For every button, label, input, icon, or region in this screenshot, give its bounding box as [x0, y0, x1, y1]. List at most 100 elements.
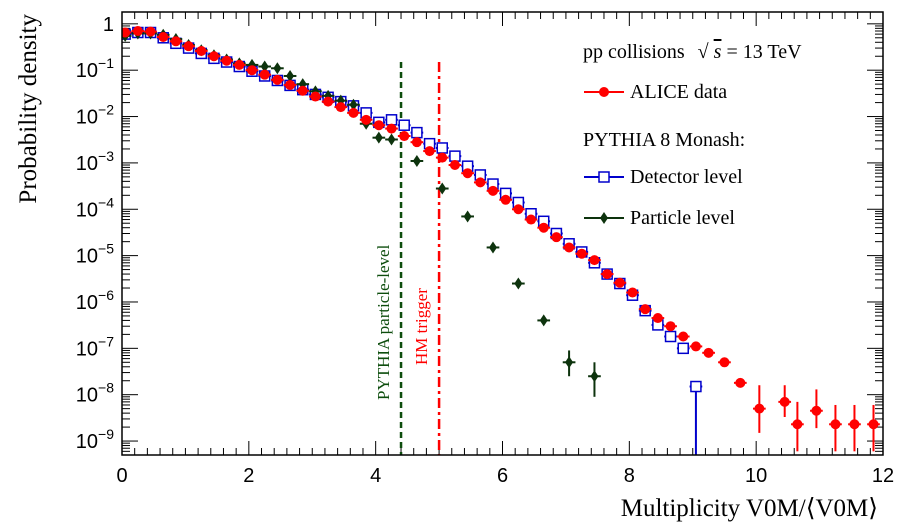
y-tick-base: 10 — [76, 199, 98, 221]
y-tick-exponent: −5 — [98, 241, 114, 257]
legend-header-sqrt: √ — [698, 41, 709, 63]
y-tick-base: 10 — [76, 246, 98, 268]
data-point — [653, 313, 663, 323]
tick-labels: 0 2 4 6 8 10 12110−110−210−310−410−510−610−710… — [76, 14, 894, 487]
data-point — [602, 269, 612, 279]
data-point — [564, 242, 574, 252]
legend-marker — [600, 212, 608, 224]
data-point — [678, 331, 688, 341]
y-tick-base: 10 — [76, 385, 98, 407]
y-tick-base: 10 — [76, 153, 98, 175]
y-tick-base: 10 — [76, 338, 98, 360]
data-point — [348, 108, 358, 118]
legend-entry-label: Detector level — [630, 166, 743, 188]
legend-entry-label: Particle level — [630, 207, 735, 229]
plot-frame — [122, 12, 883, 455]
y-tick-base: 10 — [76, 431, 98, 453]
data-point — [336, 102, 346, 112]
data-point — [640, 304, 650, 314]
data-point — [171, 36, 181, 46]
x-tick-label: 12 — [872, 465, 894, 487]
data-point — [463, 168, 473, 178]
data-point — [450, 160, 460, 170]
legend-header-suffix: = 13 TeV — [726, 41, 802, 63]
data-point — [310, 92, 320, 102]
y-tick-exponent: −2 — [98, 102, 114, 118]
data-point — [735, 378, 745, 388]
data-point — [222, 56, 232, 66]
y-axis-label: Probability density — [15, 14, 42, 204]
data-point — [260, 70, 270, 80]
data-point — [399, 131, 409, 141]
y-tick-label: 10−7 — [76, 333, 114, 360]
x-tick-label: 4 — [370, 465, 381, 487]
data-point — [577, 249, 587, 259]
data-point — [375, 132, 383, 144]
data-point — [437, 143, 447, 153]
x-tick-label: 10 — [745, 465, 767, 487]
data-point — [388, 133, 396, 145]
data-point — [868, 419, 878, 429]
x-tick-label: 2 — [243, 465, 254, 487]
data-point — [792, 419, 802, 429]
x-axis-label: Multiplicity V0M/⟨V0M⟩ — [621, 495, 878, 522]
data-point — [234, 60, 244, 70]
data-point — [298, 86, 308, 96]
data-point — [184, 41, 194, 51]
data-point — [247, 65, 257, 75]
y-tick-label: 1 — [103, 14, 114, 36]
data-point — [691, 341, 701, 351]
series-detector-level — [119, 28, 702, 488]
annotation-text: PYTHIA particle-level — [374, 244, 393, 400]
data-point — [830, 419, 840, 429]
data-point — [589, 255, 599, 265]
y-tick-exponent: −6 — [98, 287, 114, 303]
data-point — [678, 343, 688, 353]
data-point — [464, 210, 472, 222]
x-tick-label: 0 — [116, 465, 127, 487]
y-tick-base: 10 — [76, 107, 98, 129]
y-tick-base: 1 — [103, 14, 114, 36]
data-point — [196, 46, 206, 56]
y-tick-label: 10−3 — [76, 148, 114, 175]
data-point — [158, 32, 168, 42]
data-point — [475, 177, 485, 187]
data-point — [590, 370, 598, 382]
annotation-text: HM trigger — [412, 288, 431, 365]
data-point — [849, 419, 859, 429]
data-point — [412, 137, 422, 147]
data-point — [413, 155, 421, 167]
data-point — [399, 120, 409, 130]
y-tick-exponent: −7 — [98, 333, 114, 349]
data-series — [119, 26, 880, 487]
y-tick-label: 10−8 — [76, 380, 114, 407]
data-point — [412, 128, 422, 138]
data-point — [387, 115, 397, 125]
data-point — [514, 278, 522, 290]
data-point — [437, 153, 447, 163]
y-tick-exponent: −9 — [98, 426, 114, 442]
data-point — [628, 288, 638, 298]
data-point — [425, 146, 435, 156]
data-point — [540, 314, 548, 326]
legend-entry-label: ALICE data — [630, 81, 727, 103]
y-tick-label: 10−1 — [76, 55, 114, 82]
data-point — [146, 27, 156, 37]
data-point — [374, 120, 384, 130]
data-point — [501, 195, 511, 205]
data-point — [615, 278, 625, 288]
data-point — [209, 51, 219, 61]
y-tick-label: 10−2 — [76, 102, 114, 129]
data-point — [450, 151, 460, 161]
data-point — [666, 331, 676, 341]
legend: pp collisions √ s = 13 TeV PYTHIA 8 Mona… — [583, 41, 802, 229]
data-point — [666, 321, 676, 331]
data-point — [811, 406, 821, 416]
y-tick-label: 10−6 — [76, 287, 114, 314]
data-point — [691, 382, 701, 392]
y-tick-label: 10−4 — [76, 194, 114, 221]
x-tick-label: 8 — [624, 465, 635, 487]
data-point — [361, 115, 371, 125]
legend-header-s: s — [714, 41, 722, 63]
legend-header-prefix: pp collisions — [583, 41, 685, 63]
